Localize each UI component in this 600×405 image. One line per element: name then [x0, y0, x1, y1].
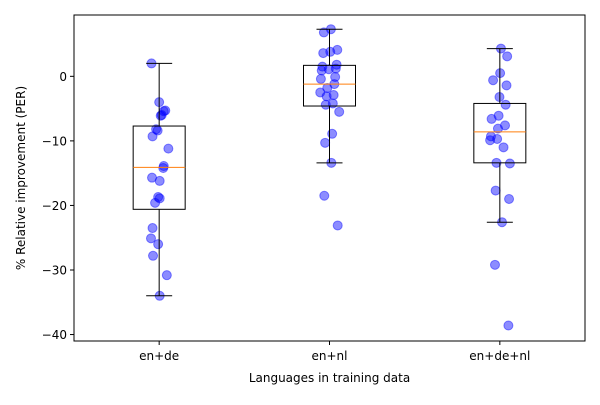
points-en+de: [145, 58, 174, 301]
data-point: [323, 64, 334, 75]
data-point: [160, 105, 171, 116]
data-point: [325, 46, 336, 57]
data-point: [332, 44, 343, 55]
data-point: [147, 172, 158, 183]
box-iqr: [473, 102, 527, 164]
data-point: [492, 123, 503, 134]
y-tick-label: −10: [42, 134, 67, 148]
data-point: [163, 143, 174, 154]
y-tick-label: −30: [42, 263, 67, 277]
y-axis-ticks: 0 −10 −20 −30 −40: [42, 70, 74, 342]
y-tick-label: −40: [42, 328, 67, 342]
data-point: [485, 135, 496, 146]
data-point: [322, 82, 333, 93]
x-axis-ticks: en+de en+nl en+de+nl: [139, 341, 530, 363]
data-points: [145, 24, 515, 331]
boxes: [132, 28, 527, 297]
data-point: [151, 124, 162, 135]
data-point: [161, 270, 172, 281]
data-point: [500, 120, 511, 131]
data-point: [148, 250, 159, 261]
data-point: [147, 131, 158, 142]
data-point: [158, 162, 169, 173]
y-tick-label: −20: [42, 199, 67, 213]
points-en+nl: [315, 24, 345, 231]
data-point: [330, 71, 341, 82]
x-axis-label: Languages in training data: [249, 371, 410, 385]
data-point: [147, 223, 158, 234]
data-point: [316, 65, 327, 76]
data-point: [320, 99, 331, 110]
data-point: [330, 63, 341, 74]
box-en+nl: [303, 28, 356, 164]
data-point: [490, 185, 501, 196]
data-point: [501, 80, 512, 91]
data-point: [154, 193, 165, 204]
data-point: [489, 259, 500, 270]
data-point: [321, 91, 332, 102]
data-point: [328, 90, 339, 101]
y-axis-label: % Relative improvement (PER): [14, 86, 28, 270]
x-tick-label: en+de+nl: [469, 349, 530, 363]
data-point: [315, 87, 326, 98]
data-point: [500, 99, 511, 110]
points-en+de+nl: [485, 43, 515, 331]
y-tick-label: 0: [59, 70, 67, 84]
data-point: [319, 190, 330, 201]
x-tick-label: en+nl: [312, 349, 348, 363]
data-point: [154, 175, 165, 186]
data-point: [153, 239, 164, 250]
data-point: [318, 27, 329, 38]
data-point: [150, 197, 161, 208]
data-point: [502, 51, 513, 62]
data-point: [318, 48, 329, 59]
data-point: [317, 61, 328, 72]
data-point: [155, 110, 166, 121]
data-point: [493, 110, 504, 121]
data-point: [331, 59, 342, 70]
data-point: [504, 158, 515, 169]
data-point: [315, 73, 326, 84]
data-point: [498, 142, 509, 153]
data-point: [145, 233, 156, 244]
box-iqr: [303, 64, 356, 107]
data-point: [153, 192, 164, 203]
data-point: [488, 75, 499, 86]
data-point: [320, 137, 331, 148]
box-en+de+nl: [473, 48, 527, 223]
data-point: [504, 193, 515, 204]
box-en+de: [132, 62, 186, 297]
data-point: [503, 320, 514, 331]
data-point: [158, 161, 169, 172]
data-point: [332, 220, 343, 231]
data-point: [492, 133, 503, 144]
data-point: [334, 106, 345, 117]
x-tick-label: en+de: [139, 349, 179, 363]
data-point: [486, 113, 497, 124]
